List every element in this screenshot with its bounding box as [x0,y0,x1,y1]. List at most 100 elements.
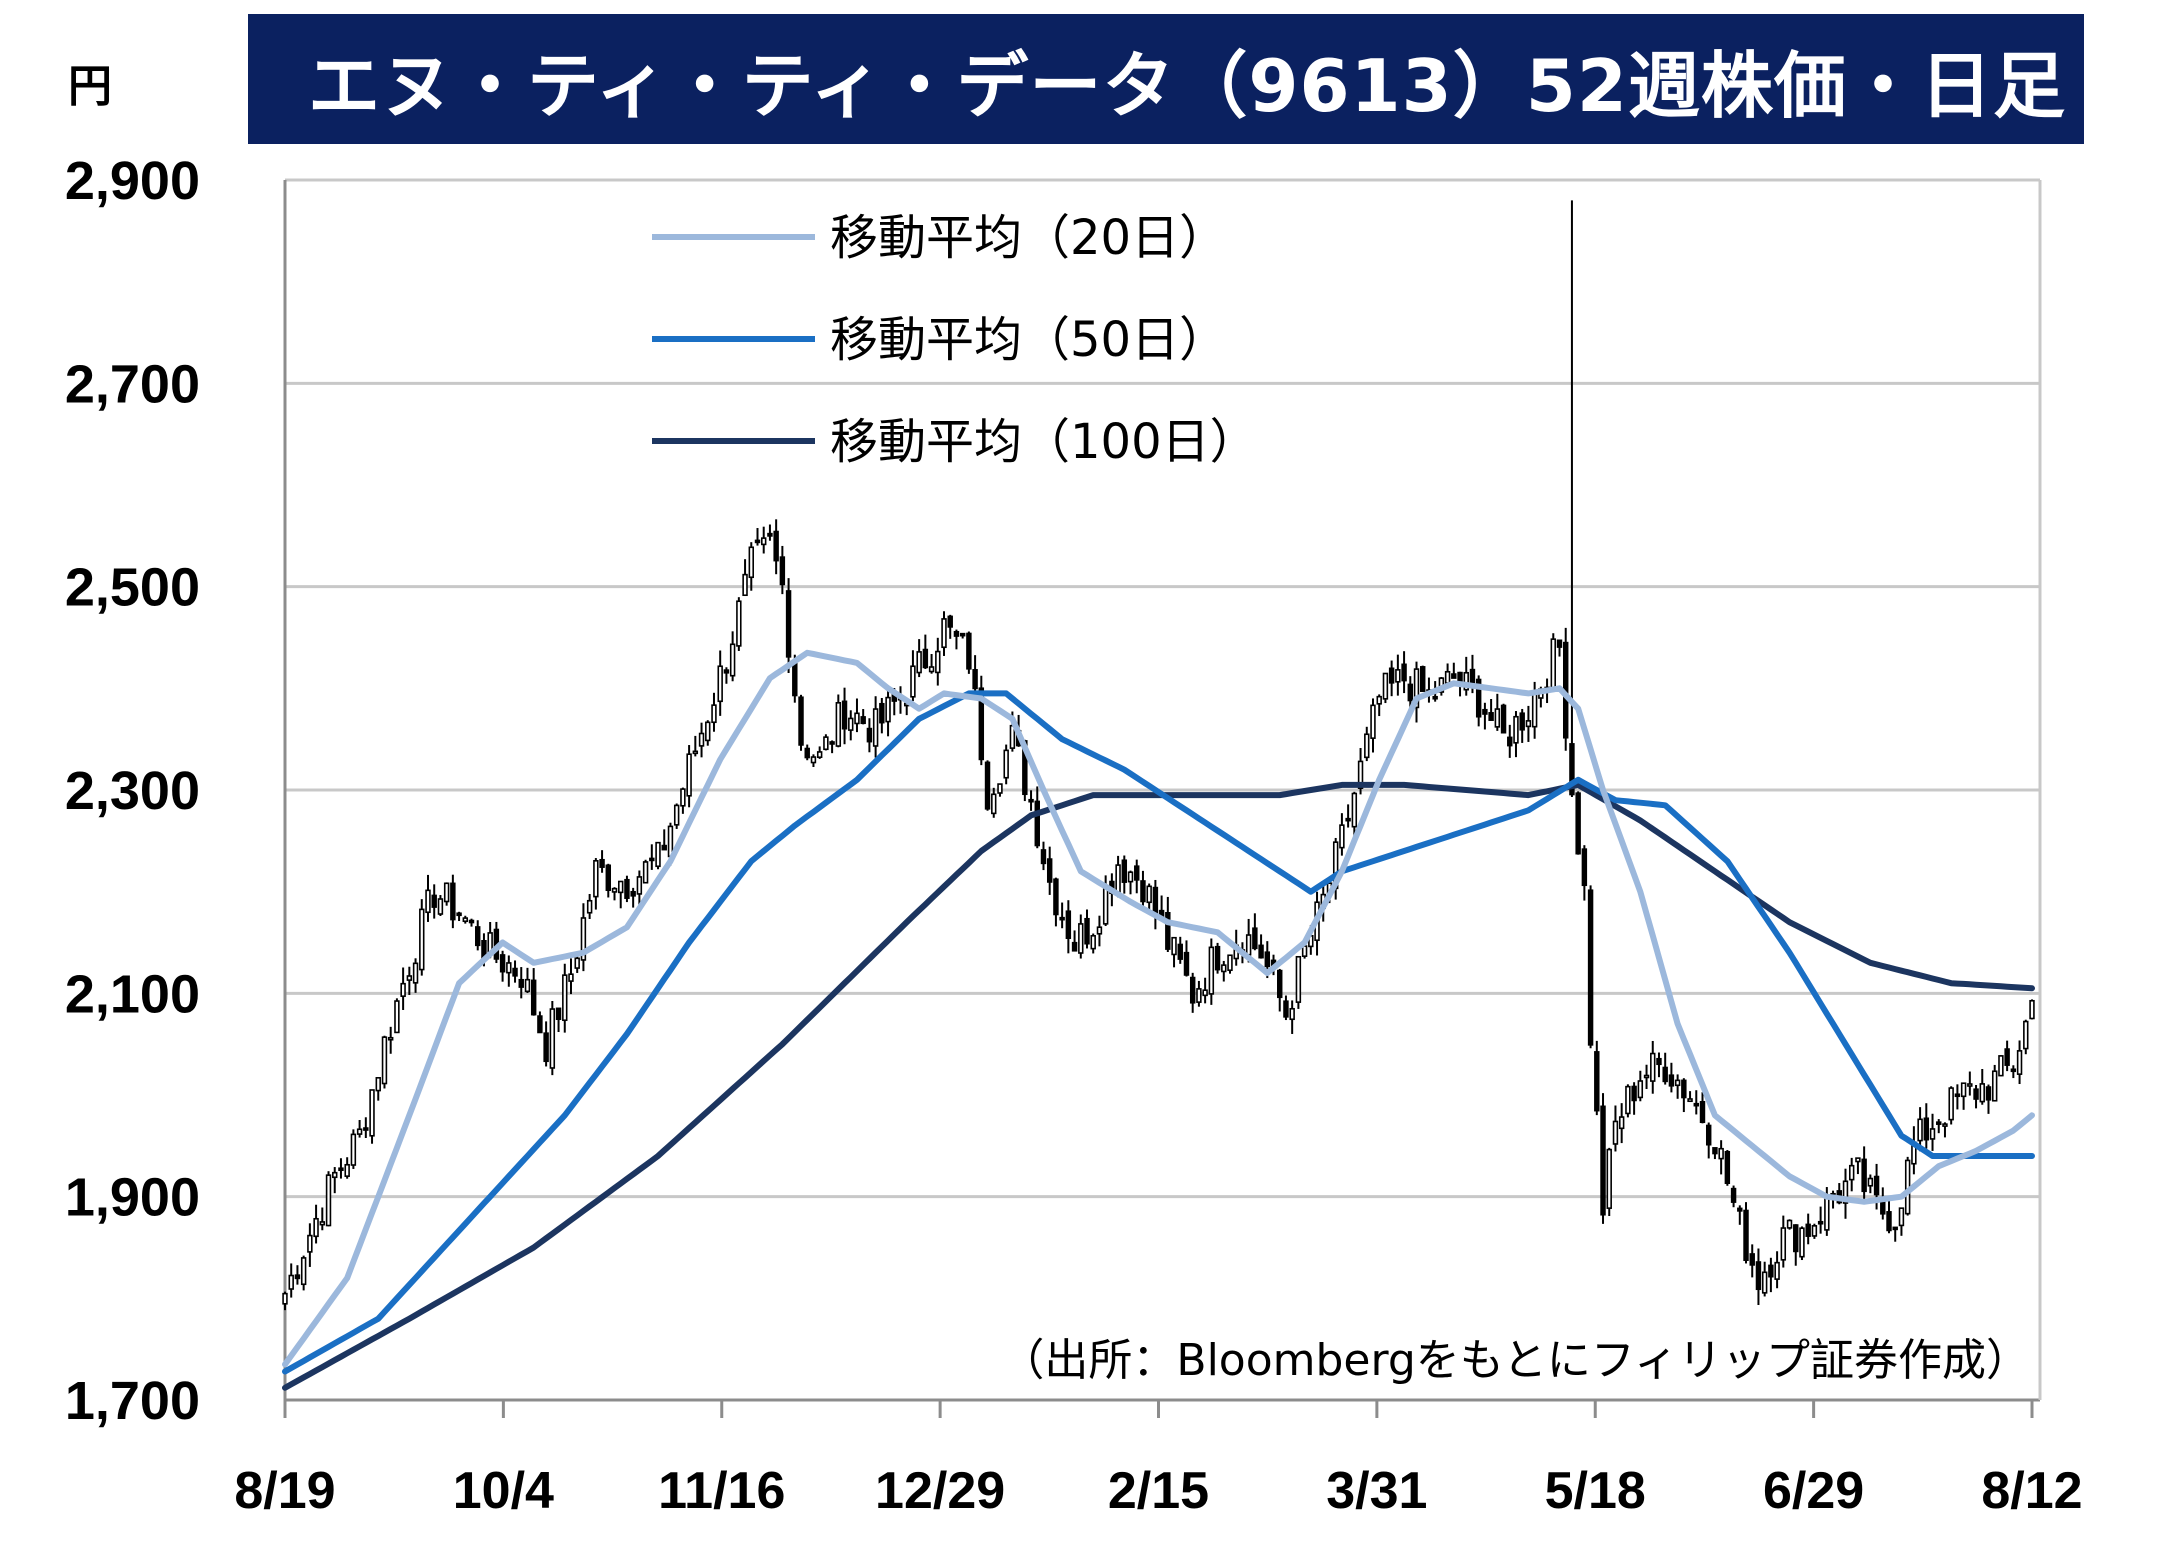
candle [1886,1199,1892,1234]
candle [530,968,537,1016]
candle [1631,1082,1637,1115]
candle [2016,1040,2023,1085]
candle [841,687,848,745]
candle [1525,705,1532,742]
candle [1046,846,1053,895]
candle [1867,1174,1874,1194]
y-tick-label: 2,300 [65,761,200,821]
candle [1202,977,1208,1004]
candle [959,632,966,639]
candle [866,718,873,753]
candle [1973,1084,1979,1109]
candle [431,884,437,919]
candle [1954,1084,1961,1110]
candle [1948,1086,1954,1125]
candle [580,903,587,972]
candle [1693,1090,1699,1115]
candle [1127,870,1134,895]
ma-line [282,781,2035,1391]
candle [319,1207,326,1231]
candle [1171,936,1177,968]
candle [1376,694,1382,717]
candle [1581,845,1588,901]
candle [1780,1215,1787,1268]
candle [1687,1091,1693,1103]
chart-title: エヌ・ティ・ティ・データ（9613）52週株価・日足 [308,43,2066,128]
candle [356,1120,363,1138]
legend-label: 移動平均（100日） [830,414,1258,470]
candle [1196,980,1202,1007]
x-tick-label: 5/18 [1545,1462,1646,1520]
candle [1003,744,1009,785]
candle [1699,1092,1706,1124]
candle [1451,662,1457,679]
candle [717,650,723,716]
candle [1718,1140,1724,1175]
candle [1444,663,1451,684]
y-tick-label: 1,900 [65,1168,200,1228]
legend-label: 移動平均（20日） [830,210,1227,266]
candle [885,685,891,737]
candle [1071,930,1078,952]
candle [307,1223,313,1267]
candle [1793,1224,1799,1266]
candle [1600,1093,1606,1224]
candle [1861,1146,1867,1201]
candle [1923,1103,1930,1149]
candle [1786,1219,1793,1230]
candle [568,958,574,995]
candle [1892,1226,1898,1242]
candle [332,1167,338,1194]
candle [872,696,879,758]
candle [860,709,866,725]
candle [443,882,450,906]
candle [1090,933,1096,954]
candle [1382,672,1389,704]
candle [300,1255,307,1291]
candle [798,694,804,751]
candle [760,526,767,554]
candle [1134,859,1140,894]
candle [1587,885,1594,1049]
candle [562,963,568,1033]
candle [978,675,985,766]
candle [953,629,960,650]
candle [1519,708,1525,743]
ma-line [282,690,2035,1375]
candle [748,542,755,591]
candle [1967,1071,1973,1096]
candle [1065,900,1072,954]
candle [1811,1223,1818,1239]
candle [642,859,649,884]
y-tick-label: 2,900 [65,151,200,211]
y-tick-label: 2,100 [65,964,200,1024]
candle [2010,1065,2017,1079]
candle [686,745,692,808]
candle [935,637,941,686]
candle [810,754,817,768]
candle [1177,936,1183,964]
candle [785,578,792,673]
candle [779,545,786,595]
candle [1799,1226,1805,1261]
moving-average-lines [282,649,2035,1391]
candle [1401,651,1407,694]
candle [593,858,599,910]
candle [387,1026,394,1054]
candle [1463,656,1469,696]
candle [1643,1064,1650,1089]
candle [1960,1082,1967,1110]
candle [916,639,922,678]
candle [698,722,705,758]
x-axis-tick-labels: 8/19 10/4 11/16 12/29 2/15 3/31 5/18 6/29 8/12 [234,1462,2082,1520]
candle [1637,1070,1644,1102]
candlesticks [282,200,2035,1311]
candle [1252,913,1258,951]
candle [649,844,655,870]
candle [437,895,444,916]
candle [1227,954,1233,974]
x-tick-label: 11/16 [658,1462,785,1520]
candle [1662,1052,1668,1085]
candle [1594,1040,1600,1116]
